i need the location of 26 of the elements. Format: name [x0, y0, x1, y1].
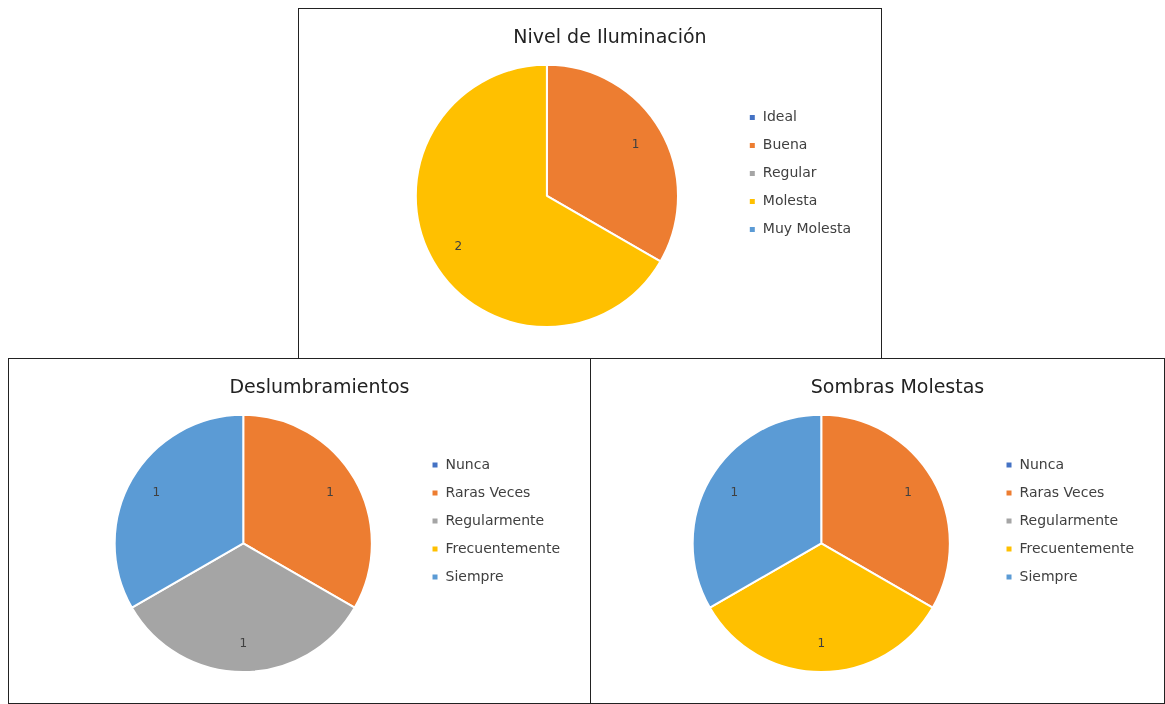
data-label: 1 [730, 485, 739, 500]
legend-label: Nunca [445, 455, 491, 472]
legend-label: Raras Veces [1019, 483, 1105, 500]
legend-label: Siempre [1019, 567, 1078, 584]
legend-label: Regularmente [1019, 511, 1119, 528]
legend-label: Molesta [762, 192, 818, 209]
data-label: 2 [454, 239, 463, 254]
chart-title: Deslumbramientos [229, 375, 410, 398]
data-label: 1 [817, 635, 826, 650]
data-label: 1 [631, 136, 640, 151]
legend-label: Nunca [1019, 455, 1065, 472]
data-label: 1 [326, 485, 334, 500]
legend-label: Ideal [762, 108, 797, 125]
chart-title: Nivel de Iluminación [513, 25, 707, 48]
legend-label: Regular [762, 164, 817, 181]
legend-label: Muy Molesta [762, 220, 852, 237]
chart-title: Sombras Molestas [810, 375, 985, 398]
legend-label: Frecuentemente [445, 539, 560, 556]
legend-label: Siempre [445, 567, 504, 584]
data-label: 1 [239, 635, 248, 650]
legend-label: Frecuentemente [1019, 539, 1134, 556]
legend-label: Raras Veces [445, 483, 531, 500]
data-label: 1 [904, 485, 912, 500]
legend-label: Buena [762, 136, 808, 153]
legend-label: Regularmente [445, 511, 545, 528]
data-label: 1 [152, 485, 161, 500]
